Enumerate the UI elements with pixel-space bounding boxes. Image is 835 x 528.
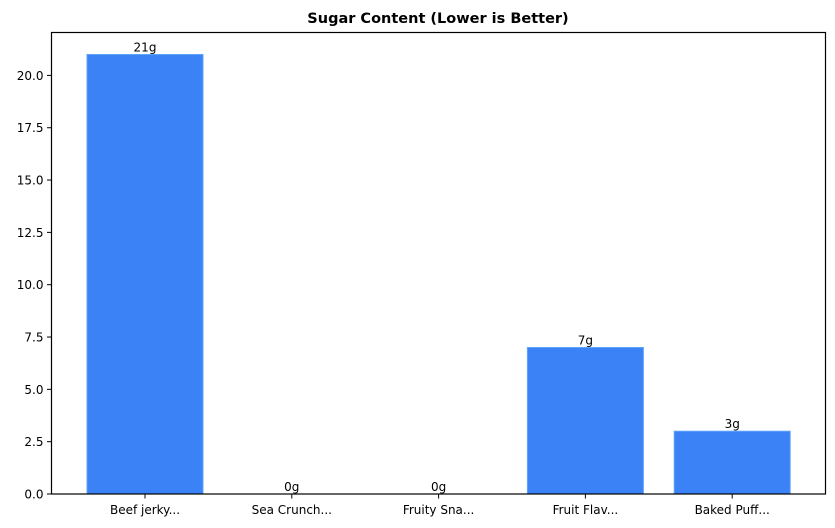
chart-title: Sugar Content (Lower is Better)	[307, 11, 568, 27]
y-tick-label: 10.0	[17, 278, 44, 292]
bar	[86, 53, 204, 495]
x-tick-label: Sea Crunch...	[252, 503, 332, 517]
y-tick-label: 5.0	[24, 383, 43, 397]
x-tick-label: Fruity Sna...	[403, 503, 475, 517]
y-axis: 0.0 2.5 5.0 7.5 10.0 12.5 15.0 17.5 20.0	[17, 69, 52, 502]
bar	[526, 346, 644, 495]
y-tick-label: 12.5	[17, 226, 44, 240]
x-axis: Beef jerky... Sea Crunch... Fruity Sna... F…	[110, 494, 770, 517]
y-tick-label: 0.0	[24, 488, 43, 502]
y-tick-label: 15.0	[17, 174, 44, 188]
x-tick-label: Fruit Flav...	[553, 503, 619, 517]
y-tick-label: 2.5	[24, 435, 43, 449]
y-tick-label: 20.0	[17, 69, 44, 83]
bars-group	[86, 53, 791, 495]
bar-value-label: 0g	[431, 480, 446, 494]
bar-value-label: 21g	[134, 40, 157, 54]
bar-value-labels: 21g 0g 0g 7g 3g	[134, 40, 740, 494]
bar-value-label: 0g	[284, 480, 299, 494]
x-tick-label: Beef jerky...	[110, 503, 180, 517]
plot-frame	[50, 31, 827, 495]
bar-value-label: 7g	[578, 333, 593, 347]
x-tick-label: Baked Puff...	[695, 503, 770, 517]
bar-value-label: 3g	[725, 417, 740, 431]
y-tick-label: 17.5	[17, 121, 44, 135]
bar	[673, 430, 791, 495]
y-tick-label: 7.5	[24, 331, 43, 345]
